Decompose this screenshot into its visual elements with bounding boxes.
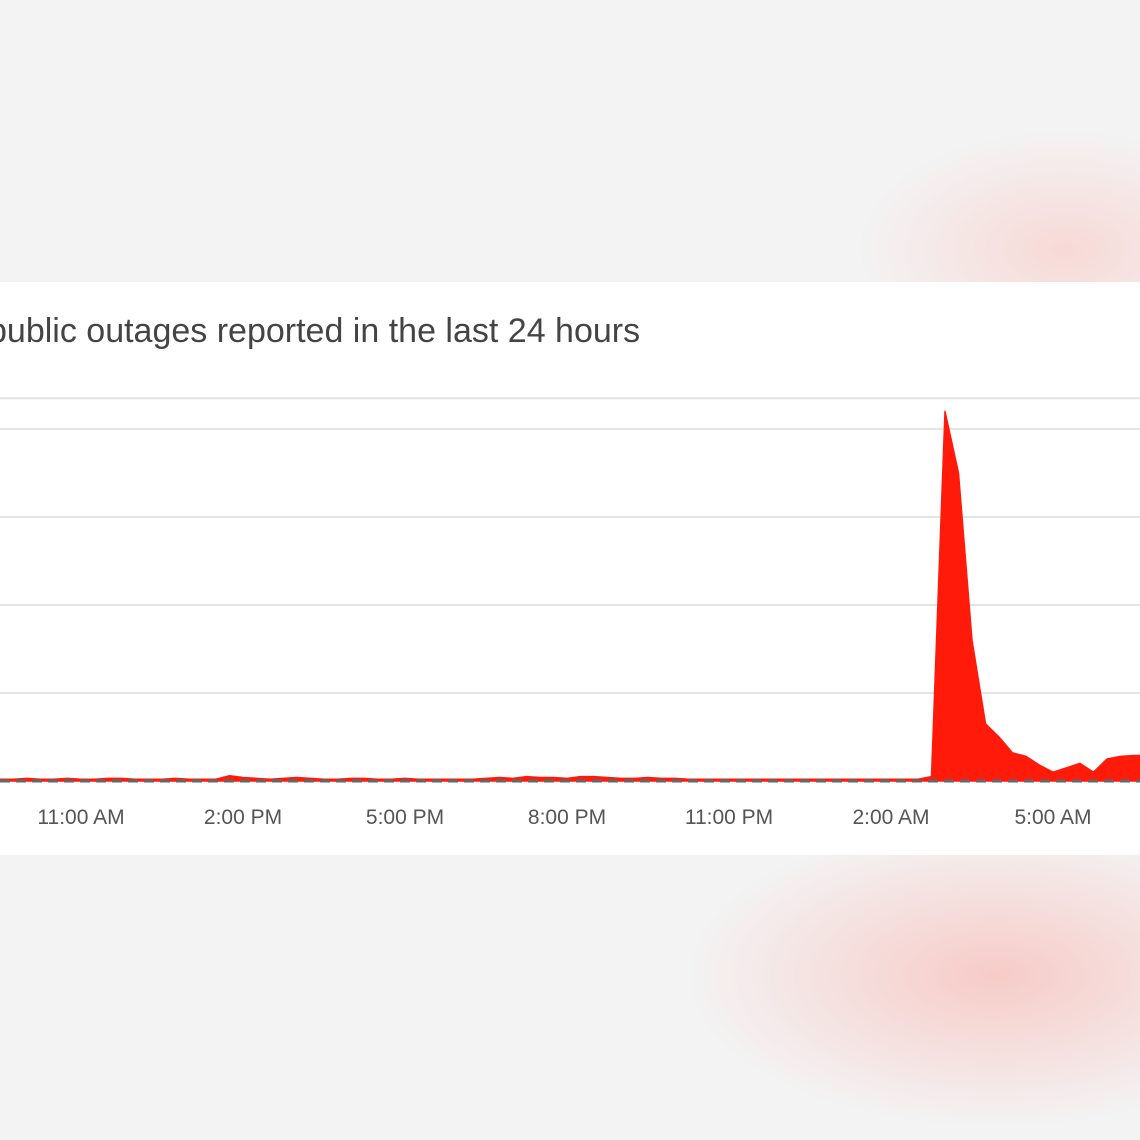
x-tick-label: 5:00 PM [366, 806, 444, 829]
chart-title: public outages reported in the last 24 h… [0, 312, 641, 350]
x-tick-label: 11:00 PM [685, 806, 773, 829]
x-tick-label: 2:00 PM [204, 806, 282, 829]
background-blur [660, 840, 1140, 1140]
x-tick-label: 2:00 AM [852, 806, 929, 829]
x-tick-label: 5:00 AM [1014, 806, 1091, 829]
chart-card: public outages reported in the last 24 h… [0, 282, 1140, 855]
x-tick-label: 11:00 AM [37, 806, 124, 829]
outage-chart: 11:00 AM 2:00 PM 5:00 PM 8:00 PM 11:00 PM 2:0… [0, 397, 1140, 829]
x-tick-label: 8:00 PM [528, 806, 606, 829]
outage-area [0, 410, 1140, 782]
